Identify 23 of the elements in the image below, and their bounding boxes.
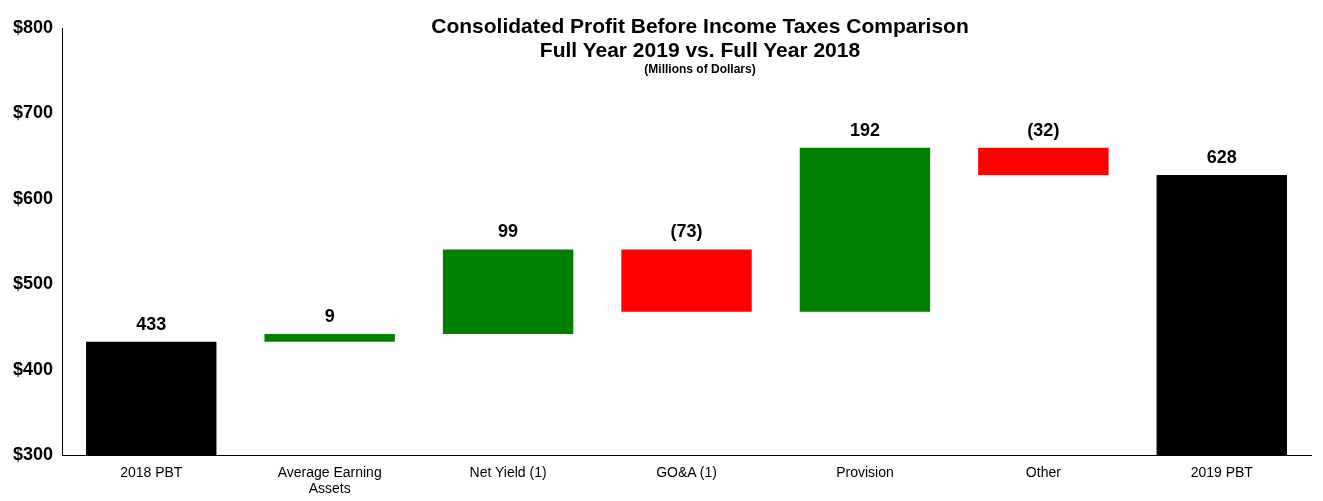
x-tick-label: GO&A (1): [656, 463, 717, 480]
x-tick-label: Provision: [836, 463, 894, 480]
x-tick-label: 2018 PBT: [120, 463, 183, 480]
data-label: 433: [136, 313, 167, 334]
y-tick-label: $600: [13, 187, 54, 208]
x-tick-label: Net Yield (1): [469, 463, 547, 480]
y-tick-label: $800: [13, 16, 54, 37]
x-tick-label: Average Earning Assets: [277, 463, 382, 497]
x-tick-label: 2019 PBT: [1190, 463, 1254, 480]
data-label: 99: [498, 221, 519, 242]
y-tick-label: $700: [13, 102, 54, 123]
x-tick-label: Other: [1025, 463, 1062, 480]
y-tick-label: $300: [13, 444, 54, 465]
data-label: 9: [324, 305, 335, 326]
annotation: (Millions of Dollars): [643, 62, 757, 76]
y-tick-label: $500: [13, 273, 54, 294]
text: Full Year 2019 vs. Full Year 2018: [538, 38, 862, 62]
chart-title: Consolidated Profit Before Income Taxes Comparison: [430, 14, 970, 38]
data-label: 192: [849, 119, 880, 140]
y-tick-label: $400: [13, 358, 54, 379]
data-label: (32): [1027, 119, 1060, 140]
data-label: (73): [670, 221, 703, 242]
data-label: 628: [1206, 146, 1237, 167]
